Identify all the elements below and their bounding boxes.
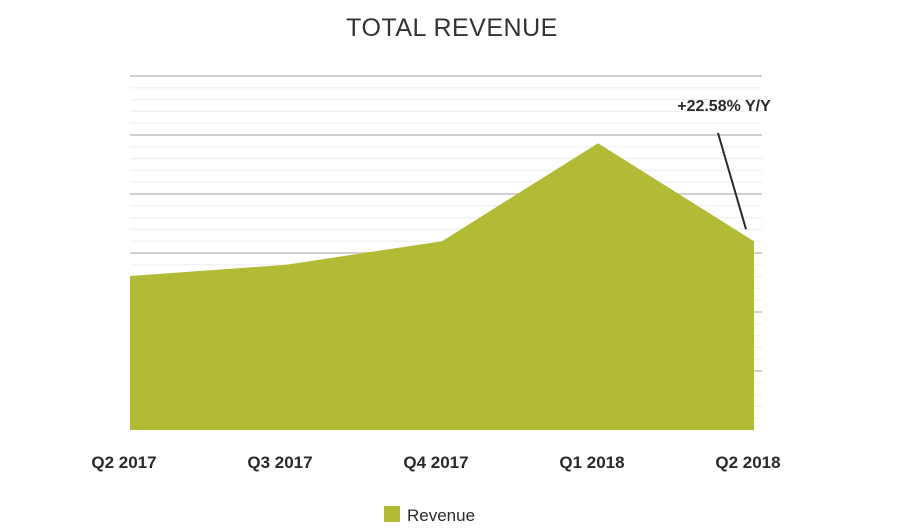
legend-label-revenue: Revenue	[407, 506, 475, 525]
revenue-area	[130, 143, 754, 430]
legend: Revenue	[384, 506, 475, 525]
yoy-annotation: +22.58% Y/Y	[677, 98, 771, 115]
legend-swatch-revenue	[384, 506, 400, 522]
annotation-leader-line	[717, 132, 747, 230]
x-tick-label: Q2 2017	[91, 453, 156, 472]
x-tick-label: Q3 2017	[247, 453, 312, 472]
x-tick-label: Q1 2018	[559, 453, 624, 472]
x-tick-label: Q2 2018	[715, 453, 780, 472]
x-tick-label: Q4 2017	[403, 453, 468, 472]
chart-title: TOTAL REVENUE	[346, 14, 558, 42]
